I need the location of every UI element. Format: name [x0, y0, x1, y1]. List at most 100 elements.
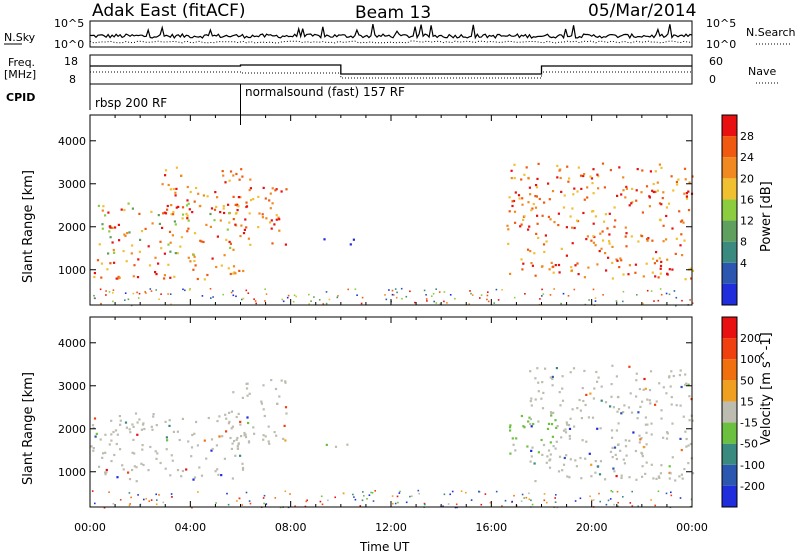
velocity-noise-cell [525, 496, 528, 499]
power-noise-cell [396, 291, 398, 294]
velocity-echo-cell [334, 445, 338, 448]
power-echo-cell [271, 202, 274, 205]
power-noise-cell [388, 289, 390, 291]
power-echo-cell [120, 208, 123, 211]
velocity-noise-cell [617, 501, 619, 504]
power-echo-cell [566, 165, 569, 168]
velocity-noise-cell [554, 501, 557, 503]
power-echo-cell [616, 194, 619, 197]
power-echo-cell [127, 202, 130, 205]
power-echo-cell [219, 219, 222, 222]
power-echo-cell [213, 219, 216, 222]
power-echo-cell [261, 213, 264, 216]
power-echo-cell [187, 219, 190, 222]
velocity-noise-cell [605, 503, 608, 506]
power-echo-cell [598, 250, 601, 253]
power-noise-cell [549, 294, 552, 296]
power-noise-cell [105, 290, 107, 292]
velocity-echo-cell [509, 424, 512, 427]
velocity-colorbar-segment [722, 485, 737, 507]
power-echo-cell [157, 214, 160, 217]
velocity-echo-cell [628, 439, 631, 442]
velocity-echo-cell [622, 458, 625, 461]
power-noise-cell [433, 300, 435, 303]
power-echo-cell [206, 273, 209, 277]
velocity-echo-cell [534, 398, 537, 401]
power-echo-cell [220, 264, 223, 267]
power-echo-cell [147, 245, 150, 248]
velocity-echo-cell [262, 384, 265, 387]
power-echo-cell [570, 266, 573, 269]
power-echo-cell [192, 268, 195, 271]
power-echo-cell [275, 188, 278, 191]
velocity-noise-cell [158, 494, 160, 496]
velocity-echo-cell [581, 439, 584, 442]
velocity-echo-cell [260, 402, 263, 405]
power-noise-cell [292, 300, 295, 303]
power-echo-cell [234, 223, 237, 226]
power-noise-cell [360, 302, 363, 305]
velocity-echo-cell [228, 411, 231, 414]
velocity-echo-cell [569, 417, 572, 420]
power-echo-cell [571, 207, 574, 210]
power-echo-cell [656, 189, 660, 192]
velocity-echo-cell [235, 438, 238, 441]
power-echo-cell [582, 174, 585, 178]
power-echo-cell [542, 243, 546, 246]
power-echo-cell [174, 194, 177, 197]
power-echo-cell [592, 241, 595, 244]
velocity-echo-cell [568, 476, 571, 479]
velocity-echo-cell [596, 380, 599, 383]
power-noise-cell [426, 300, 428, 302]
power-noise-cell [553, 288, 555, 290]
power-echo-cell [193, 255, 196, 258]
velocity-noise-cell [480, 503, 483, 506]
velocity-noise-cell [610, 490, 612, 492]
velocity-echo-cell [102, 452, 105, 455]
velocity-echo-cell [203, 439, 206, 442]
power-noise-cell [513, 296, 516, 299]
velocity-echo-cell [116, 476, 119, 479]
velocity-echo-cell [221, 435, 224, 438]
velocity-echo-cell [624, 439, 627, 442]
power-echo-cell [637, 240, 640, 243]
power-noise-cell [108, 291, 111, 293]
velocity-echo-cell [549, 441, 552, 444]
power-echo-cell [128, 231, 131, 234]
power-noise-cell [189, 288, 191, 290]
velocity-echo-cell [588, 452, 591, 455]
power-echo-cell [583, 198, 586, 201]
power-echo-cell [535, 232, 538, 235]
power-echo-cell [577, 166, 580, 169]
power-echo-cell [202, 240, 205, 244]
power-noise-cell [653, 300, 655, 302]
velocity-echo-cell [129, 431, 132, 434]
power-echo-cell [571, 242, 574, 245]
velocity-echo-cell [540, 397, 543, 400]
velocity-echo-cell [609, 405, 612, 408]
power-echo-cell [164, 212, 168, 215]
power-noise-cell [675, 304, 677, 307]
velocity-echo-cell [180, 475, 183, 478]
power-echo-cell [269, 192, 272, 195]
power-noise-cell [242, 297, 245, 300]
power-echo-cell [533, 252, 536, 255]
power-noise-cell [347, 288, 349, 291]
velocity-echo-cell [231, 425, 234, 428]
power-noise-cell [264, 300, 266, 302]
velocity-echo-cell [262, 408, 265, 411]
power-noise-cell [660, 293, 663, 296]
power-panel-frame [89, 114, 693, 306]
power-echo-cell [163, 252, 166, 255]
power-noise-cell [100, 302, 102, 305]
velocity-noise-cell [617, 505, 619, 508]
velocity-echo-cell [561, 387, 564, 390]
velocity-echo-cell [283, 424, 286, 427]
velocity-echo-cell [164, 420, 167, 423]
velocity-echo-cell [227, 422, 230, 425]
velocity-echo-cell [604, 401, 608, 404]
power-noise-cell [409, 290, 411, 293]
velocity-echo-cell [245, 382, 248, 385]
velocity-noise-cell [657, 490, 660, 493]
velocity-echo-cell [627, 406, 631, 409]
